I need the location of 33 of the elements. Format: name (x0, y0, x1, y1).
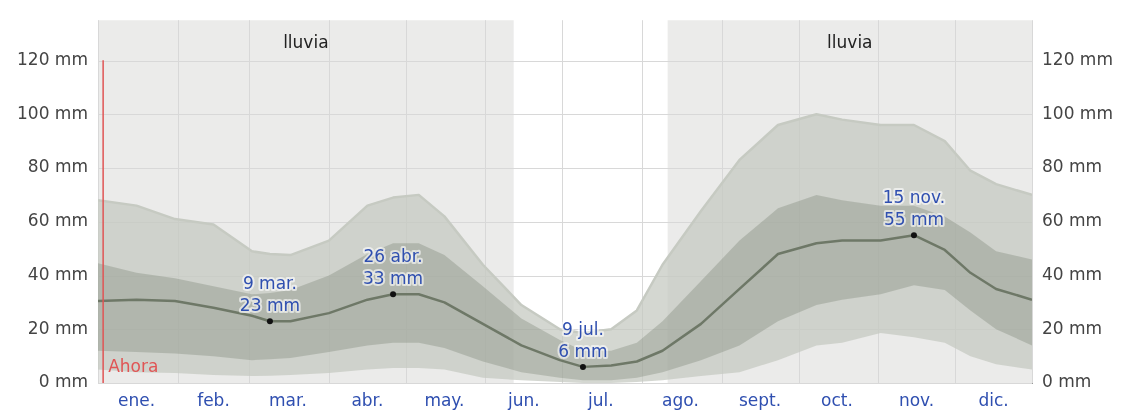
annotation: 15 nov. 55 mm (882, 187, 946, 230)
x-tick-label: oct. (821, 389, 853, 410)
ref-line-label: Ahora (108, 355, 159, 376)
x-tick-label: ene. (117, 389, 156, 410)
y2-tick-label: 40 mm (1042, 263, 1103, 284)
x-tick-label: ago. (662, 389, 699, 410)
x-tick-label: nov. (898, 389, 935, 410)
y2-tick-label: 100 mm (1042, 102, 1113, 123)
y-tick-label: 100 mm (17, 102, 88, 123)
x-tick-label: dic. (978, 389, 1009, 410)
x-tick-label: may. (424, 389, 465, 410)
y2-tick-label: 120 mm (1042, 48, 1113, 69)
y-tick-label: 120 mm (17, 48, 88, 69)
y2-tick-label: 60 mm (1042, 210, 1103, 231)
x-tick-label: abr. (351, 389, 384, 410)
band-label: lluvia (827, 31, 873, 52)
y2-tick-label: 80 mm (1042, 156, 1103, 177)
y-tick-label: 60 mm (27, 210, 88, 231)
y-tick-label: 20 mm (27, 317, 88, 338)
annotation: 26 abr. 33 mm (363, 246, 424, 289)
x-tick-label: jul. (587, 389, 614, 410)
annotation: 9 mar. 23 mm (239, 273, 300, 316)
x-tick-label: sept. (738, 389, 782, 410)
x-tick-label: mar. (268, 389, 307, 410)
x-tick-label: feb. (197, 389, 230, 410)
y-tick-label: 0 mm (38, 371, 88, 392)
y2-tick-label: 20 mm (1042, 317, 1103, 338)
y-tick-label: 80 mm (27, 156, 88, 177)
band-label: lluvia (283, 31, 329, 52)
x-tick-label: jun. (507, 389, 540, 410)
y2-tick-label: 0 mm (1042, 371, 1092, 392)
annotation: 9 jul. 6 mm (558, 318, 608, 361)
y-tick-label: 40 mm (27, 263, 88, 284)
